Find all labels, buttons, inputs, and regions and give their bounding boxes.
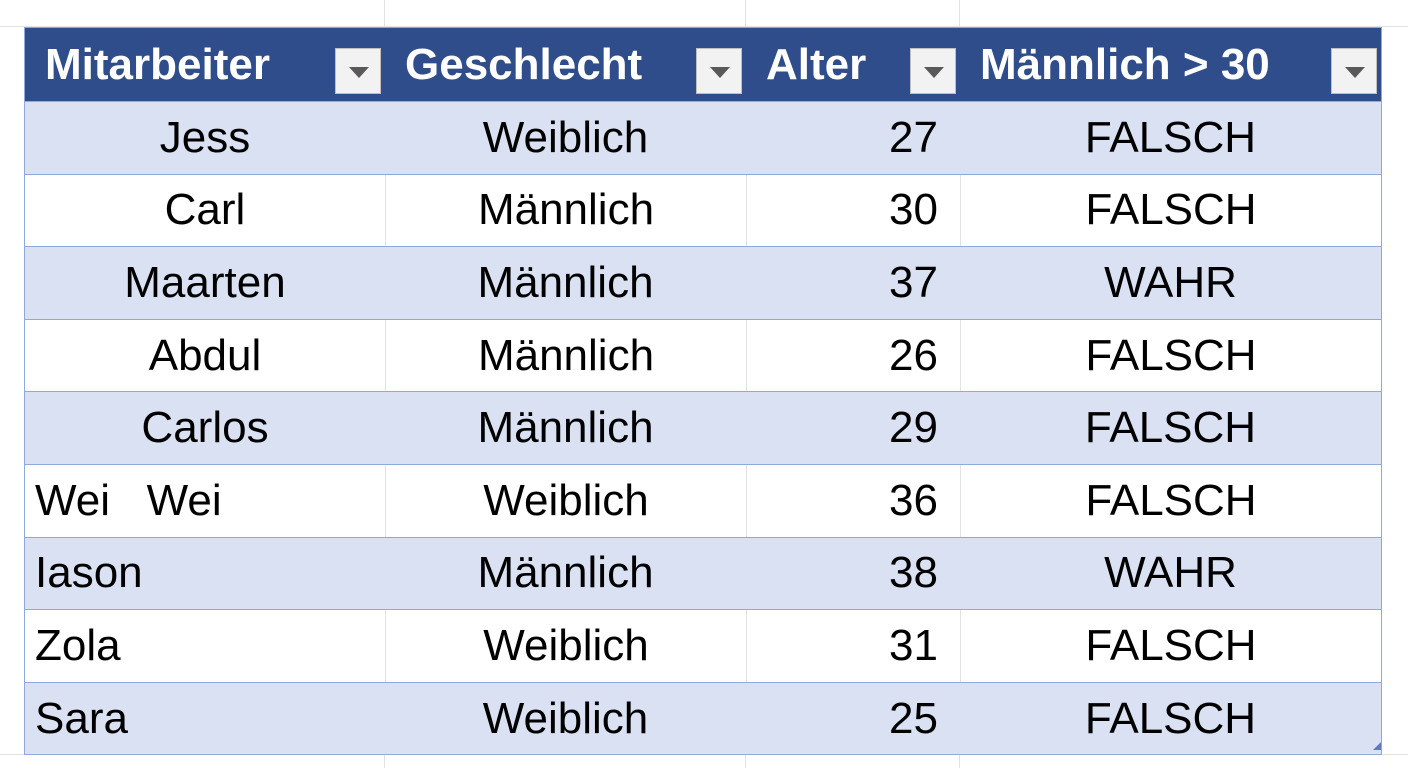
table-cell[interactable]: 37 bbox=[889, 257, 938, 307]
table-cell[interactable]: FALSCH bbox=[1084, 403, 1257, 453]
header-cell: Alter bbox=[746, 28, 960, 101]
table-cell[interactable]: 29 bbox=[889, 403, 938, 453]
header-text: Alter bbox=[766, 39, 867, 89]
table-cell[interactable]: FALSCH bbox=[1084, 112, 1257, 162]
filter-button[interactable] bbox=[335, 48, 381, 94]
header-text: Geschlecht bbox=[405, 39, 643, 89]
table-cell[interactable]: FALSCH bbox=[960, 464, 1381, 537]
table-cell[interactable]: Iason bbox=[35, 548, 143, 598]
header-cell: Mitarbeiter bbox=[25, 28, 385, 101]
table-cell[interactable]: Abdul bbox=[148, 330, 262, 380]
table-cell[interactable]: 26 bbox=[746, 319, 960, 392]
filter-button[interactable] bbox=[910, 48, 956, 94]
table-row: Sara Weiblich 25 FALSCH bbox=[25, 681, 1381, 755]
table-row: Zola Weiblich 31 FALSCH bbox=[25, 609, 1381, 682]
sheet-grid bbox=[0, 26, 1408, 27]
header-cell: Männlich > 30 bbox=[960, 28, 1381, 101]
header-text: Mitarbeiter bbox=[45, 39, 270, 89]
table-cell[interactable]: Männlich bbox=[385, 174, 746, 247]
table-cell[interactable]: Sara bbox=[35, 693, 128, 743]
table-cell[interactable]: FALSCH bbox=[1084, 693, 1257, 743]
header-cell: Geschlecht bbox=[385, 28, 746, 101]
table-cell[interactable]: 31 bbox=[746, 610, 960, 682]
table-cell[interactable]: Maarten bbox=[124, 257, 286, 307]
filter-button[interactable] bbox=[696, 48, 742, 94]
table-cell[interactable]: 25 bbox=[889, 693, 938, 743]
table-row: Abdul Männlich 26 FALSCH bbox=[25, 318, 1381, 392]
table-cell[interactable]: Männlich bbox=[477, 548, 654, 598]
table-row: Carl Männlich 30 FALSCH bbox=[25, 173, 1381, 247]
table-cell[interactable]: Weiblich bbox=[482, 112, 649, 162]
table-cell[interactable]: Männlich bbox=[385, 319, 746, 392]
table-cell[interactable]: Männlich bbox=[477, 403, 654, 453]
table-row: Maarten Männlich 37 WAHR bbox=[25, 246, 1381, 319]
table-cell[interactable]: Carlos bbox=[141, 403, 269, 453]
table-cell[interactable]: Weiblich bbox=[385, 464, 746, 537]
table-row: Carlos Männlich 29 FALSCH bbox=[25, 391, 1381, 464]
table-row: Jess Weiblich 27 FALSCH bbox=[25, 101, 1381, 174]
filter-button[interactable] bbox=[1331, 48, 1377, 94]
header-text: Männlich > 30 bbox=[980, 39, 1270, 89]
resize-handle[interactable] bbox=[1373, 742, 1381, 750]
table-cell[interactable]: 27 bbox=[889, 112, 938, 162]
table-cell[interactable]: Weiblich bbox=[482, 693, 649, 743]
table-cell[interactable]: Wei Wei bbox=[35, 475, 222, 525]
table: Mitarbeiter Geschlecht Alter Männlich > 30 J… bbox=[24, 27, 1382, 756]
table-cell[interactable]: WAHR bbox=[1104, 257, 1237, 307]
header-row: Mitarbeiter Geschlecht Alter Männlich > 30 bbox=[25, 28, 1381, 101]
table-cell[interactable]: 30 bbox=[746, 174, 960, 247]
table-cell[interactable]: 38 bbox=[889, 548, 938, 598]
table-cell[interactable]: 36 bbox=[746, 464, 960, 537]
table-cell[interactable]: Weiblich bbox=[385, 610, 746, 682]
table-cell[interactable]: Carl bbox=[164, 185, 246, 235]
table-cell[interactable]: FALSCH bbox=[960, 610, 1381, 682]
table-cell[interactable]: Männlich bbox=[477, 257, 654, 307]
table-cell[interactable]: WAHR bbox=[1104, 548, 1237, 598]
table-row: Wei Wei Weiblich 36 FALSCH bbox=[25, 463, 1381, 537]
table-cell[interactable]: FALSCH bbox=[960, 319, 1381, 392]
table-row: Iason Männlich 38 WAHR bbox=[25, 536, 1381, 610]
table-cell[interactable]: Jess bbox=[159, 112, 251, 162]
table-cell[interactable]: Zola bbox=[35, 620, 121, 670]
table-cell[interactable]: FALSCH bbox=[960, 174, 1381, 247]
